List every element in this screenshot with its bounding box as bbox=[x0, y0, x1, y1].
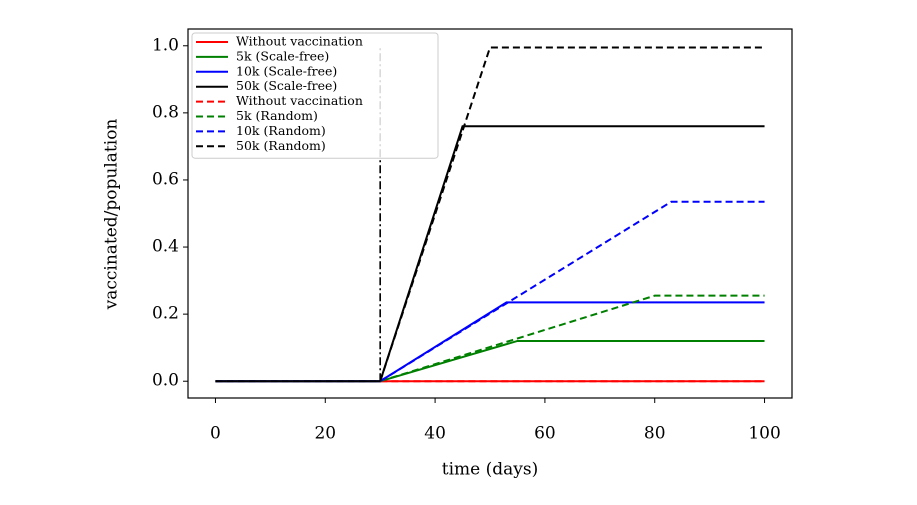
line bbox=[215, 125, 765, 383]
x-tick-label: 20 bbox=[314, 424, 336, 444]
y-tick-label: 1.0 bbox=[152, 35, 179, 55]
line bbox=[215, 200, 765, 383]
line bbox=[215, 46, 765, 383]
legend-label: 50k (Random) bbox=[236, 138, 326, 153]
legend-label: 5k (Scale-free) bbox=[236, 48, 329, 63]
y-tick-label: 0.4 bbox=[152, 237, 179, 257]
x-axis-label: time (days) bbox=[442, 460, 538, 480]
line bbox=[215, 294, 765, 383]
legend-label: 10k (Random) bbox=[236, 123, 326, 138]
legend-label: Without vaccination bbox=[236, 34, 363, 49]
y-tick-label: 0.8 bbox=[152, 102, 179, 122]
plot-frame bbox=[187, 28, 793, 399]
x-tick-label: 100 bbox=[748, 424, 780, 444]
x-tick-label: 0 bbox=[210, 424, 221, 444]
legend-label: 5k (Random) bbox=[236, 108, 318, 123]
x-tick-label: 40 bbox=[424, 424, 446, 444]
y-tick-label: 0.0 bbox=[152, 371, 179, 391]
legend-box bbox=[191, 32, 439, 159]
legend-label: 50k (Scale-free) bbox=[236, 78, 337, 93]
legend-label: 10k (Scale-free) bbox=[236, 63, 337, 78]
x-tick-label: 80 bbox=[644, 424, 666, 444]
y-tick-label: 0.2 bbox=[152, 304, 179, 324]
legend-label: Without vaccination bbox=[236, 93, 363, 108]
y-axis-label: vaccinated/population bbox=[102, 119, 122, 311]
y-tick-label: 0.6 bbox=[152, 169, 179, 189]
x-tick-label: 60 bbox=[534, 424, 556, 444]
